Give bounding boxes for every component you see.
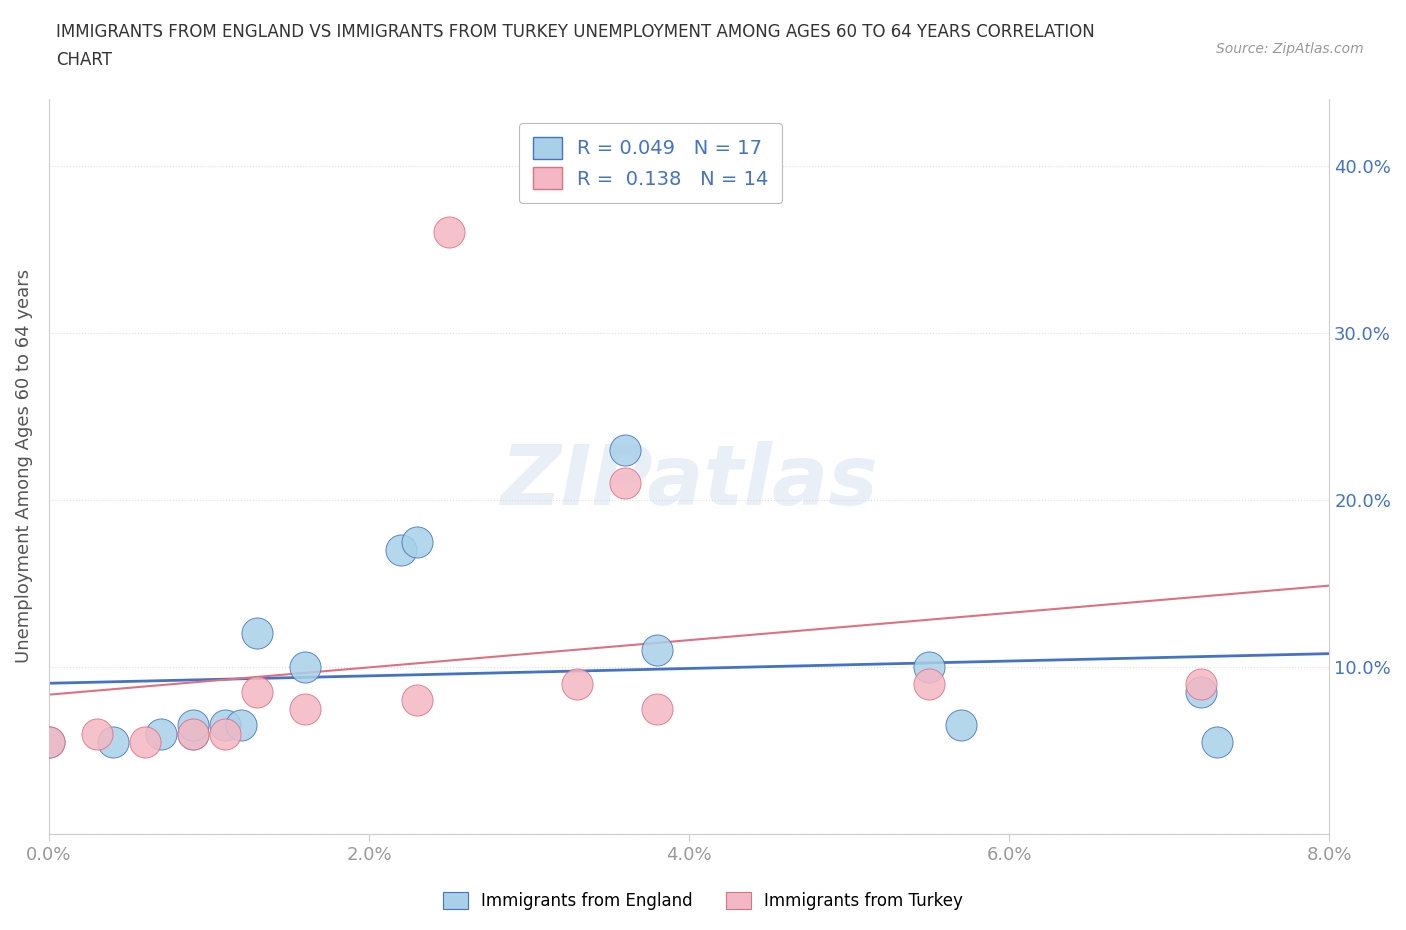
Point	[406, 693, 429, 708]
Point	[101, 735, 124, 750]
Y-axis label: Unemployment Among Ages 60 to 64 years: Unemployment Among Ages 60 to 64 years	[15, 270, 32, 663]
Text: IMMIGRANTS FROM ENGLAND VS IMMIGRANTS FROM TURKEY UNEMPLOYMENT AMONG AGES 60 TO : IMMIGRANTS FROM ENGLAND VS IMMIGRANTS FR…	[56, 23, 1095, 41]
Text: ZIPatlas: ZIPatlas	[501, 441, 879, 522]
Point	[918, 676, 941, 691]
Point	[214, 718, 236, 733]
Point	[645, 701, 668, 716]
Point	[1189, 684, 1212, 699]
Point	[246, 626, 269, 641]
Point	[229, 718, 252, 733]
Point	[181, 726, 204, 741]
Point	[181, 726, 204, 741]
Point	[406, 534, 429, 549]
Text: Source: ZipAtlas.com: Source: ZipAtlas.com	[1216, 42, 1364, 56]
Point	[38, 735, 60, 750]
Point	[389, 542, 412, 557]
Point	[950, 718, 973, 733]
Point	[614, 475, 637, 490]
Point	[614, 443, 637, 458]
Point	[134, 735, 156, 750]
Point	[1206, 735, 1229, 750]
Point	[294, 701, 316, 716]
Point	[38, 735, 60, 750]
Point	[645, 643, 668, 658]
Point	[86, 726, 108, 741]
Point	[1189, 676, 1212, 691]
Point	[246, 684, 269, 699]
Point	[150, 726, 173, 741]
Legend: R = 0.049   N = 17, R =  0.138   N = 14: R = 0.049 N = 17, R = 0.138 N = 14	[519, 123, 782, 203]
Point	[214, 726, 236, 741]
Point	[918, 659, 941, 674]
Legend: Immigrants from England, Immigrants from Turkey: Immigrants from England, Immigrants from…	[436, 885, 970, 917]
Point	[565, 676, 588, 691]
Point	[181, 718, 204, 733]
Point	[437, 225, 460, 240]
Point	[294, 659, 316, 674]
Text: CHART: CHART	[56, 51, 112, 69]
